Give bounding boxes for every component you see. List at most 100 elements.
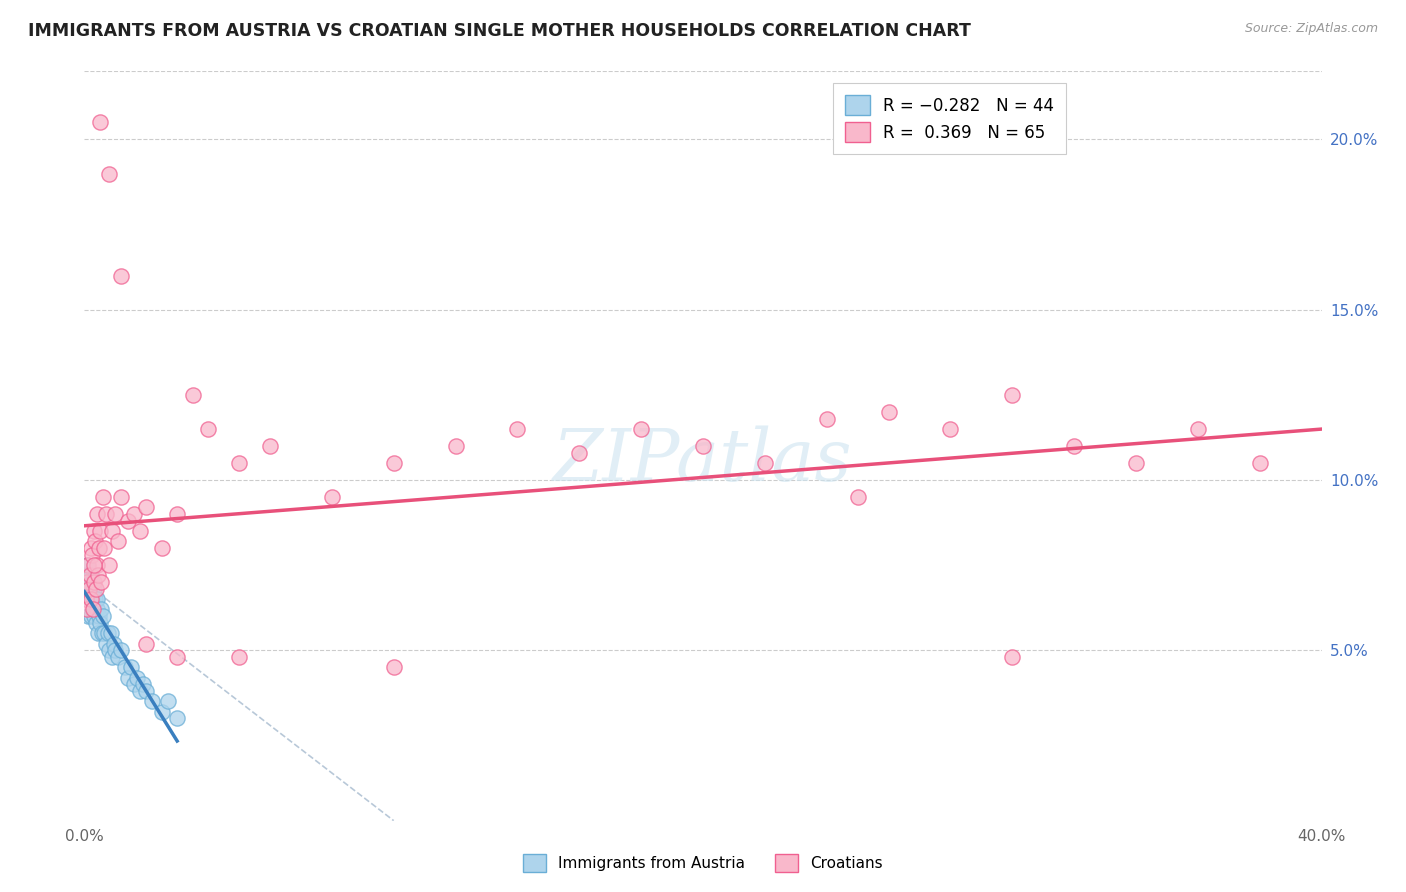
Point [107, 534, 129, 549]
Point [82, 575, 104, 590]
Point [692, 439, 714, 453]
Point [75, 592, 97, 607]
Point [101, 524, 124, 538]
Point [1187, 422, 1209, 436]
Point [82, 602, 104, 616]
Point [132, 677, 155, 691]
Point [86, 592, 108, 607]
Point [82, 592, 104, 607]
Point [77, 582, 100, 596]
Point [630, 422, 652, 436]
Point [79, 592, 101, 607]
Point [166, 507, 188, 521]
Point [107, 650, 129, 665]
Point [846, 490, 869, 504]
Point [83, 575, 105, 590]
Point [87, 568, 110, 582]
Point [141, 694, 163, 708]
Point [568, 446, 591, 460]
Point [135, 500, 157, 515]
Point [84, 582, 107, 596]
Point [79, 568, 101, 582]
Point [181, 388, 204, 402]
Point [117, 671, 139, 685]
Point [77, 575, 100, 590]
Point [197, 422, 219, 436]
Point [80, 592, 103, 607]
Point [79, 568, 101, 582]
Legend: R = −0.282   N = 44, R =  0.369   N = 65: R = −0.282 N = 44, R = 0.369 N = 65 [834, 84, 1066, 154]
Point [103, 636, 125, 650]
Point [82, 548, 104, 562]
Point [89, 541, 111, 556]
Point [84, 534, 107, 549]
Point [83, 524, 105, 538]
Point [1249, 456, 1271, 470]
Point [89, 616, 111, 631]
Point [93, 541, 115, 556]
Point [259, 439, 281, 453]
Point [444, 439, 467, 453]
Point [135, 636, 157, 650]
Point [815, 411, 838, 425]
Point [156, 694, 179, 708]
Point [166, 711, 188, 725]
Point [110, 268, 132, 283]
Point [120, 660, 142, 674]
Point [122, 507, 145, 521]
Point [754, 456, 776, 470]
Point [122, 677, 145, 691]
Point [76, 558, 98, 573]
Point [80, 609, 103, 624]
Point [110, 490, 132, 504]
Point [76, 575, 98, 590]
Point [94, 636, 117, 650]
Point [96, 626, 118, 640]
Point [877, 405, 900, 419]
Point [91, 626, 114, 640]
Point [98, 643, 121, 657]
Legend: Immigrants from Austria, Croatians: Immigrants from Austria, Croatians [515, 846, 891, 880]
Text: ZIPatlas: ZIPatlas [553, 425, 853, 496]
Point [1063, 439, 1085, 453]
Point [150, 541, 173, 556]
Point [104, 507, 127, 521]
Point [79, 541, 101, 556]
Point [77, 609, 100, 624]
Point [150, 705, 173, 719]
Point [110, 643, 132, 657]
Point [90, 575, 112, 590]
Point [89, 115, 111, 129]
Point [166, 650, 188, 665]
Point [83, 558, 105, 573]
Point [382, 456, 405, 470]
Point [382, 660, 405, 674]
Point [84, 592, 107, 607]
Point [86, 507, 108, 521]
Point [91, 490, 114, 504]
Point [506, 422, 529, 436]
Point [76, 582, 98, 596]
Point [1125, 456, 1147, 470]
Point [104, 643, 127, 657]
Point [98, 558, 121, 573]
Point [321, 490, 343, 504]
Point [89, 524, 111, 538]
Point [75, 568, 97, 582]
Point [1001, 388, 1024, 402]
Point [228, 650, 250, 665]
Point [90, 602, 112, 616]
Point [89, 609, 111, 624]
Point [117, 514, 139, 528]
Point [939, 422, 962, 436]
Point [94, 507, 117, 521]
Point [91, 609, 114, 624]
Point [86, 602, 108, 616]
Point [76, 602, 98, 616]
Point [129, 684, 152, 698]
Point [135, 684, 157, 698]
Point [100, 626, 122, 640]
Point [228, 456, 250, 470]
Point [77, 558, 100, 573]
Point [125, 671, 148, 685]
